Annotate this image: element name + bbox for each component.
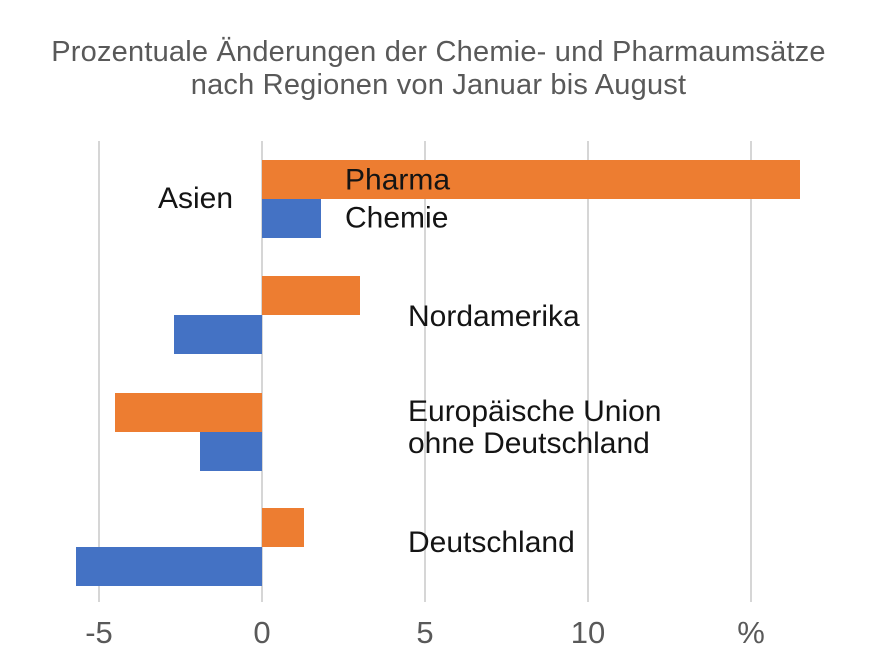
gridline-10 bbox=[587, 141, 589, 602]
bar-deutschland-chemie bbox=[76, 547, 262, 586]
legend-label-pharma: Pharma bbox=[345, 163, 451, 197]
axis-tick-label: -5 bbox=[85, 615, 113, 650]
chart-title: Prozentuale Änderungen der Chemie- und P… bbox=[51, 36, 826, 101]
axis-tick-label: 0 bbox=[253, 615, 271, 650]
bar-deutschland-pharma bbox=[262, 508, 305, 547]
gridline-0 bbox=[261, 141, 263, 602]
category-label-deutschland: Deutschland bbox=[408, 526, 575, 559]
category-label-nordamerika: Nordamerika bbox=[408, 300, 580, 333]
bar-asien-chemie bbox=[262, 199, 321, 238]
axis-tick-label: % bbox=[737, 615, 765, 650]
legend-label-chemie: Chemie bbox=[345, 201, 449, 235]
bar-asien-pharma bbox=[262, 160, 800, 199]
gridline--5 bbox=[98, 141, 100, 602]
bar-nordamerika-pharma bbox=[262, 276, 360, 315]
axis-tick-label: 10 bbox=[570, 615, 606, 650]
gridline-5 bbox=[424, 141, 426, 602]
category-label-asien: Asien bbox=[157, 182, 233, 215]
bar-europ-ische-union-ohne-deutschland-pharma bbox=[115, 393, 262, 432]
bar-europ-ische-union-ohne-deutschland-chemie bbox=[200, 432, 262, 471]
axis-tick-label: 5 bbox=[416, 615, 434, 650]
gridline-pct bbox=[750, 141, 752, 602]
bar-nordamerika-chemie bbox=[173, 315, 262, 354]
category-label-europ-ische-union-ohne-deutschland: Europäische Union ohne Deutschland bbox=[408, 395, 662, 460]
